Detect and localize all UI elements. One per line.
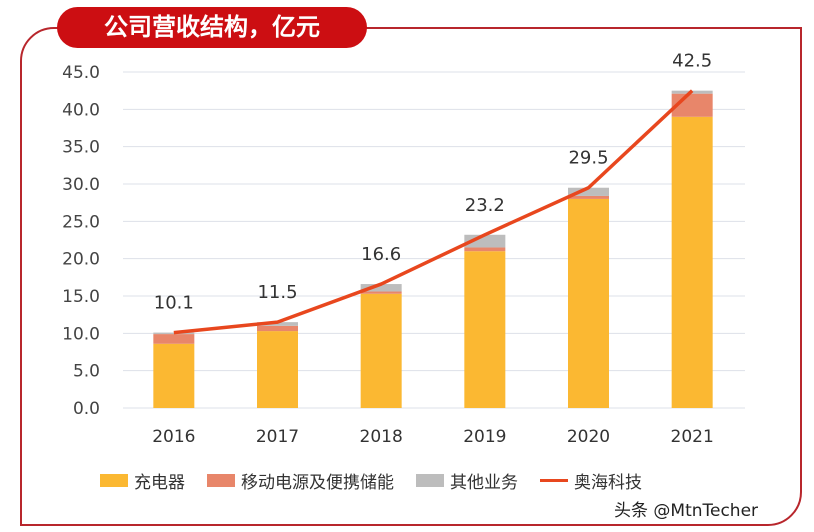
y-tick-label: 25.0 bbox=[62, 212, 100, 232]
bar-power-bank bbox=[568, 195, 609, 199]
legend-label: 其他业务 bbox=[450, 473, 518, 493]
data-label: 10.1 bbox=[154, 293, 194, 314]
x-tick-label: 2019 bbox=[463, 427, 506, 447]
line-revenue bbox=[173, 89, 694, 335]
chart-frame bbox=[20, 27, 802, 526]
chart-title: 公司营收结构，亿元 bbox=[57, 7, 367, 48]
bar-other bbox=[360, 284, 402, 292]
legend-label: 移动电源及便携储能 bbox=[241, 473, 394, 493]
data-label: 23.2 bbox=[465, 195, 505, 216]
bar-power-bank bbox=[360, 291, 402, 294]
watermark: 头条 @MtnTecher bbox=[614, 501, 759, 521]
legend-item: 移动电源及便携储能 bbox=[207, 468, 394, 493]
x-tick-label: 2018 bbox=[360, 427, 403, 447]
y-tick-label: 35.0 bbox=[62, 138, 100, 158]
x-tick-label: 2017 bbox=[256, 427, 299, 447]
legend-swatch bbox=[540, 479, 568, 482]
bar-charger bbox=[464, 251, 506, 408]
y-tick-label: 30.0 bbox=[62, 175, 100, 195]
bar-charger bbox=[257, 331, 298, 408]
y-tick-label: 15.0 bbox=[62, 287, 100, 307]
bar-charger bbox=[671, 116, 713, 409]
bar-power-bank bbox=[153, 334, 195, 344]
y-tick-label: 5.0 bbox=[73, 362, 100, 382]
y-tick-label: 10.0 bbox=[62, 324, 100, 344]
x-tick-label: 2021 bbox=[671, 427, 714, 447]
bar-charger bbox=[153, 343, 195, 408]
legend-label: 充电器 bbox=[134, 473, 185, 493]
bar-other bbox=[257, 322, 298, 326]
data-label: 42.5 bbox=[672, 51, 712, 72]
legend-swatch bbox=[416, 474, 444, 487]
y-tick-label: 20.0 bbox=[62, 250, 100, 270]
legend: 充电器 移动电源及便携储能 其他业务 奥海科技 bbox=[100, 468, 642, 493]
legend-item: 奥海科技 bbox=[540, 468, 642, 493]
bar-charger bbox=[568, 198, 609, 408]
bar-other bbox=[568, 187, 609, 196]
bar-charger bbox=[360, 293, 402, 408]
y-tick-label: 0.0 bbox=[73, 399, 100, 419]
x-tick-label: 2020 bbox=[567, 427, 610, 447]
bar-power-bank bbox=[257, 325, 298, 332]
data-label: 16.6 bbox=[361, 244, 401, 265]
bar-other bbox=[153, 332, 195, 335]
x-tick-label: 2016 bbox=[152, 427, 195, 447]
data-label: 29.5 bbox=[568, 148, 608, 169]
data-label: 11.5 bbox=[257, 282, 297, 303]
bar-power-bank bbox=[464, 247, 506, 252]
legend-swatch bbox=[100, 474, 128, 487]
legend-item: 充电器 bbox=[100, 468, 185, 493]
legend-item: 其他业务 bbox=[416, 468, 518, 493]
y-tick-label: 40.0 bbox=[62, 100, 100, 120]
legend-label: 奥海科技 bbox=[574, 473, 642, 493]
y-tick-label: 45.0 bbox=[62, 63, 100, 83]
legend-swatch bbox=[207, 474, 235, 487]
